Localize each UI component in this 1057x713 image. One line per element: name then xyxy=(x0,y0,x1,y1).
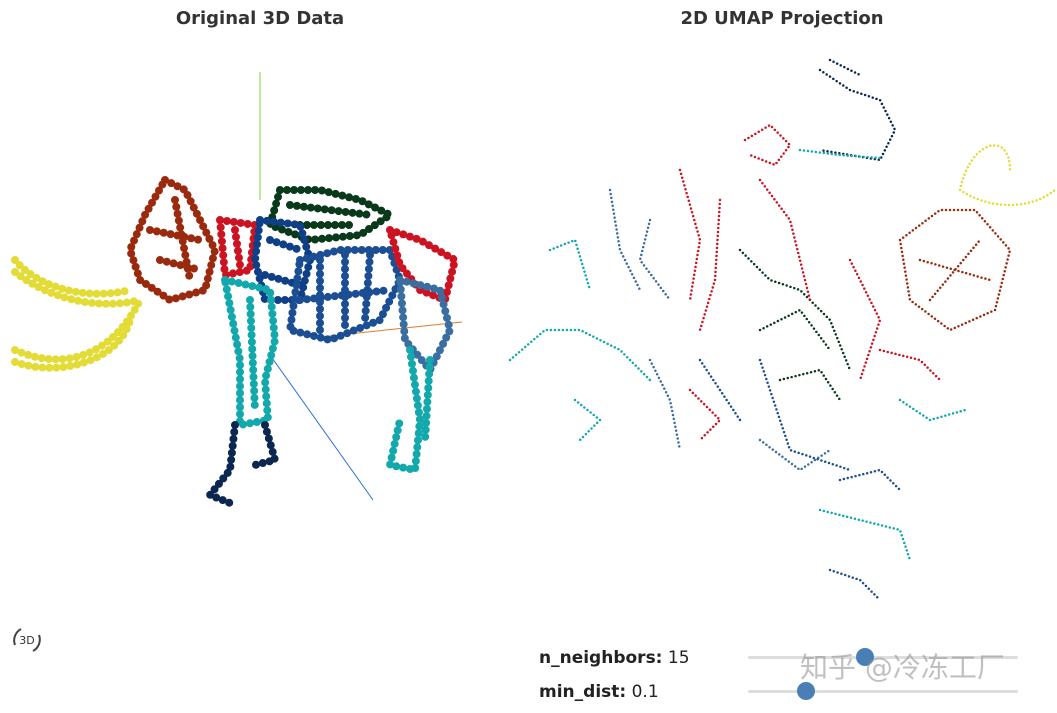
panel-title: Original 3D Data xyxy=(175,8,345,29)
slider-track[interactable] xyxy=(748,690,1018,693)
cluster xyxy=(738,248,852,402)
feet xyxy=(206,421,279,509)
cluster xyxy=(608,188,832,472)
control: n_neighbors: 15 xyxy=(539,648,690,668)
cluster xyxy=(743,123,792,167)
tusk xyxy=(11,256,144,372)
cluster xyxy=(678,168,942,442)
watermark: 知乎 @冷冻工厂 xyxy=(800,651,1005,684)
cluster xyxy=(798,148,882,160)
3d-icon[interactable]: 3D xyxy=(13,628,41,652)
cluster xyxy=(958,144,1057,207)
slider-track[interactable] xyxy=(748,656,1018,659)
ridge xyxy=(266,186,394,244)
slider-knob[interactable] xyxy=(797,682,815,700)
panel-title: 2D UMAP Projection xyxy=(680,8,884,29)
badge: 3D xyxy=(19,634,34,647)
thigh xyxy=(396,276,454,374)
legs xyxy=(221,276,434,474)
cluster xyxy=(698,358,902,602)
cluster xyxy=(508,238,967,562)
cluster xyxy=(898,208,1012,332)
umap-2d xyxy=(508,58,1057,602)
control-value: 15 xyxy=(667,648,690,668)
control-value: 0.1 xyxy=(631,682,659,702)
rotate-arrow xyxy=(13,628,41,652)
axis-line xyxy=(269,354,374,501)
control: min_dist: 0.1 xyxy=(539,682,659,702)
control-label: min_dist: xyxy=(539,682,627,702)
ribs xyxy=(286,246,404,344)
slider-knob[interactable] xyxy=(856,648,874,666)
mammoth-3d xyxy=(11,72,463,509)
control-label: n_neighbors: xyxy=(539,648,663,668)
cluster xyxy=(818,58,897,162)
head xyxy=(126,176,219,304)
neck xyxy=(216,216,259,279)
